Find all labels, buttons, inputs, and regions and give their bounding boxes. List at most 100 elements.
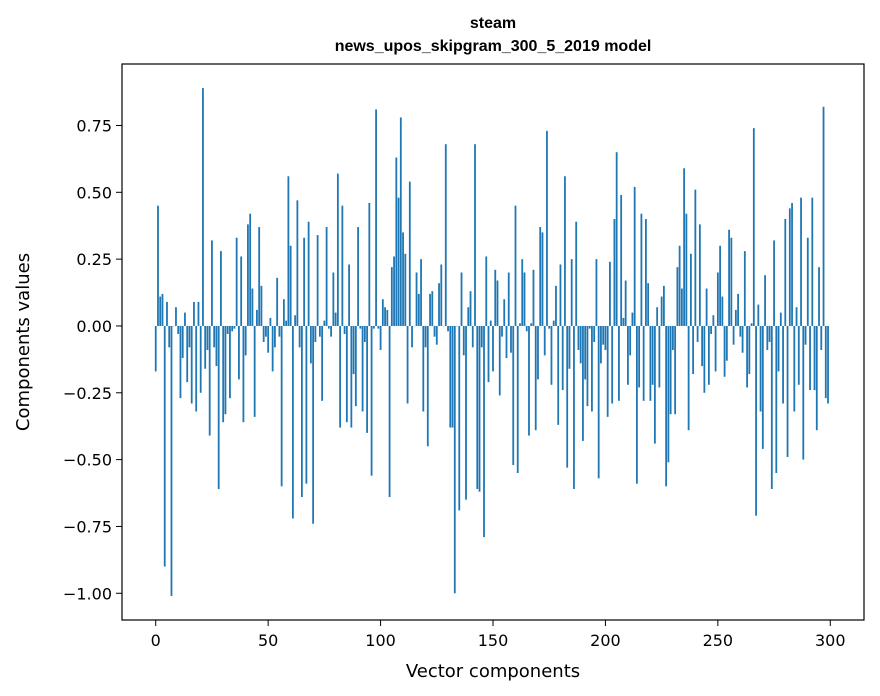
bar-103 (386, 309, 389, 326)
bar-232 (676, 267, 679, 326)
bar-216 (640, 213, 643, 326)
bar-78 (330, 325, 333, 337)
bar-275 (773, 240, 775, 326)
bar-38 (240, 256, 243, 326)
bar-49 (265, 325, 267, 337)
bar-102 (384, 307, 386, 326)
bar-42 (249, 213, 252, 326)
bar-95 (368, 203, 371, 326)
bar-258 (734, 309, 737, 326)
bar-273 (768, 325, 771, 342)
bar-50 (267, 325, 270, 353)
bar-214 (636, 325, 638, 484)
bar-72 (316, 235, 319, 326)
bar-87 (350, 325, 353, 428)
bar-118 (420, 259, 422, 326)
bar-17 (193, 301, 195, 326)
bar-112 (406, 325, 409, 404)
bar-117 (417, 293, 420, 326)
bar-213 (633, 186, 636, 326)
bar-221 (651, 325, 654, 385)
bar-19 (197, 301, 200, 326)
bar-56 (280, 325, 283, 487)
bar-243 (701, 325, 704, 367)
bar-24 (208, 325, 211, 436)
bar-222 (653, 325, 656, 444)
bar-195 (593, 325, 596, 342)
x-axis: 0 50 100 150 200 250 300 (151, 620, 846, 650)
bar-197 (597, 325, 600, 479)
bar-263 (746, 325, 748, 388)
bar-154 (501, 325, 503, 337)
bar-194 (591, 325, 593, 412)
bar-287 (800, 197, 802, 326)
bar-18 (195, 325, 198, 412)
bar-166 (528, 325, 530, 436)
y-tick-label: −1.00 (63, 584, 112, 603)
bar-59 (287, 176, 290, 326)
bar-253 (723, 325, 726, 377)
bar-1 (157, 205, 159, 326)
bar-267 (755, 325, 757, 516)
bar-13 (184, 312, 186, 326)
y-tick-label: −0.50 (63, 451, 112, 470)
bar-54 (276, 277, 279, 326)
bar-178 (555, 285, 557, 326)
bar-196 (595, 259, 598, 326)
bar-69 (309, 325, 312, 364)
bar-248 (712, 315, 715, 326)
bar-262 (743, 251, 746, 326)
bar-98 (375, 109, 377, 326)
bar-297 (822, 106, 825, 326)
bar-180 (559, 264, 562, 326)
bar-108 (397, 197, 400, 326)
bar-278 (779, 312, 782, 326)
bar-217 (642, 325, 645, 401)
bar-12 (181, 325, 184, 359)
bar-264 (748, 325, 751, 375)
bar-229 (669, 325, 672, 415)
bar-247 (710, 325, 712, 334)
bar-187 (575, 221, 578, 326)
bar-184 (568, 325, 571, 369)
bar-64 (298, 325, 301, 348)
bar-155 (503, 299, 506, 326)
bar-26 (213, 325, 216, 348)
bar-127 (440, 264, 443, 326)
bar-257 (732, 325, 735, 345)
bar-110 (402, 232, 404, 326)
bar-144 (478, 325, 481, 492)
bar-249 (714, 325, 717, 372)
bar-280 (784, 219, 787, 326)
bar-105 (390, 267, 393, 326)
x-tick-label: 250 (703, 631, 734, 650)
bar-73 (318, 325, 321, 337)
bar-30 (222, 325, 225, 423)
bar-32 (226, 325, 229, 334)
bar-226 (662, 285, 665, 326)
bar-130 (447, 325, 449, 332)
bar-116 (415, 272, 418, 326)
bar-265 (750, 323, 753, 326)
bar-241 (696, 325, 699, 342)
bar-52 (271, 325, 274, 372)
bar-191 (584, 325, 587, 380)
bar-285 (795, 307, 798, 326)
bar-14 (186, 325, 189, 383)
bar-204 (613, 219, 616, 326)
bar-165 (525, 325, 528, 332)
bar-186 (573, 325, 575, 490)
bar-55 (278, 325, 281, 337)
bar-109 (399, 117, 402, 326)
bar-63 (296, 200, 299, 326)
bar-276 (775, 325, 778, 473)
bar-227 (665, 325, 668, 487)
bar-77 (327, 325, 330, 329)
bar-268 (757, 304, 760, 326)
bar-282 (788, 208, 791, 326)
bar-261 (741, 325, 744, 353)
bar-39 (242, 325, 245, 423)
bar-84 (343, 325, 346, 334)
x-tick-label: 300 (815, 631, 846, 650)
bar-107 (395, 157, 398, 326)
